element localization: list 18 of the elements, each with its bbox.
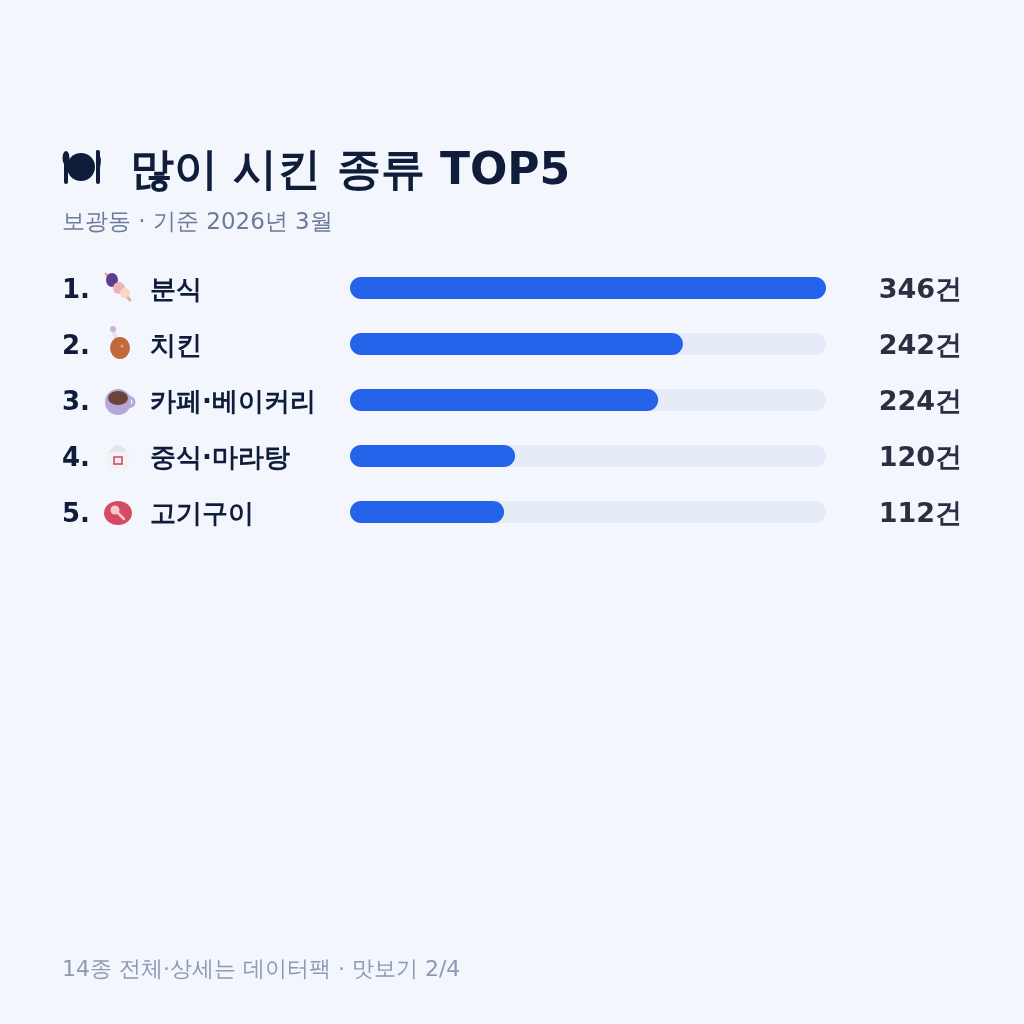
category-label: 분식 xyxy=(150,274,202,304)
category-label: 중식·마라탕 xyxy=(150,442,290,472)
value-label: 346건 xyxy=(878,273,962,304)
category-label: 1. xyxy=(62,274,90,304)
annotation: 14종 전체·상세는 데이터팩 · 맛보기 2/4 xyxy=(62,956,461,981)
value-label: 120건 xyxy=(878,441,962,472)
value-label: 242건 xyxy=(878,329,962,360)
category-label: 5. xyxy=(62,498,90,528)
category-label: 3. xyxy=(62,386,90,416)
category-label: 4. xyxy=(62,442,90,472)
category-label: 고기구이 xyxy=(150,498,254,528)
category-label: 2. xyxy=(62,330,90,360)
category-label: 치킨 xyxy=(150,330,202,360)
category-label: 카페·베이커리 xyxy=(150,386,316,416)
subtitle: 보광동 · 기준 2026년 3월 xyxy=(62,208,333,234)
value-label: 112건 xyxy=(878,497,962,528)
value-label: 224건 xyxy=(878,385,962,416)
title: 많이 시킨 종류 TOP5 xyxy=(130,143,571,194)
